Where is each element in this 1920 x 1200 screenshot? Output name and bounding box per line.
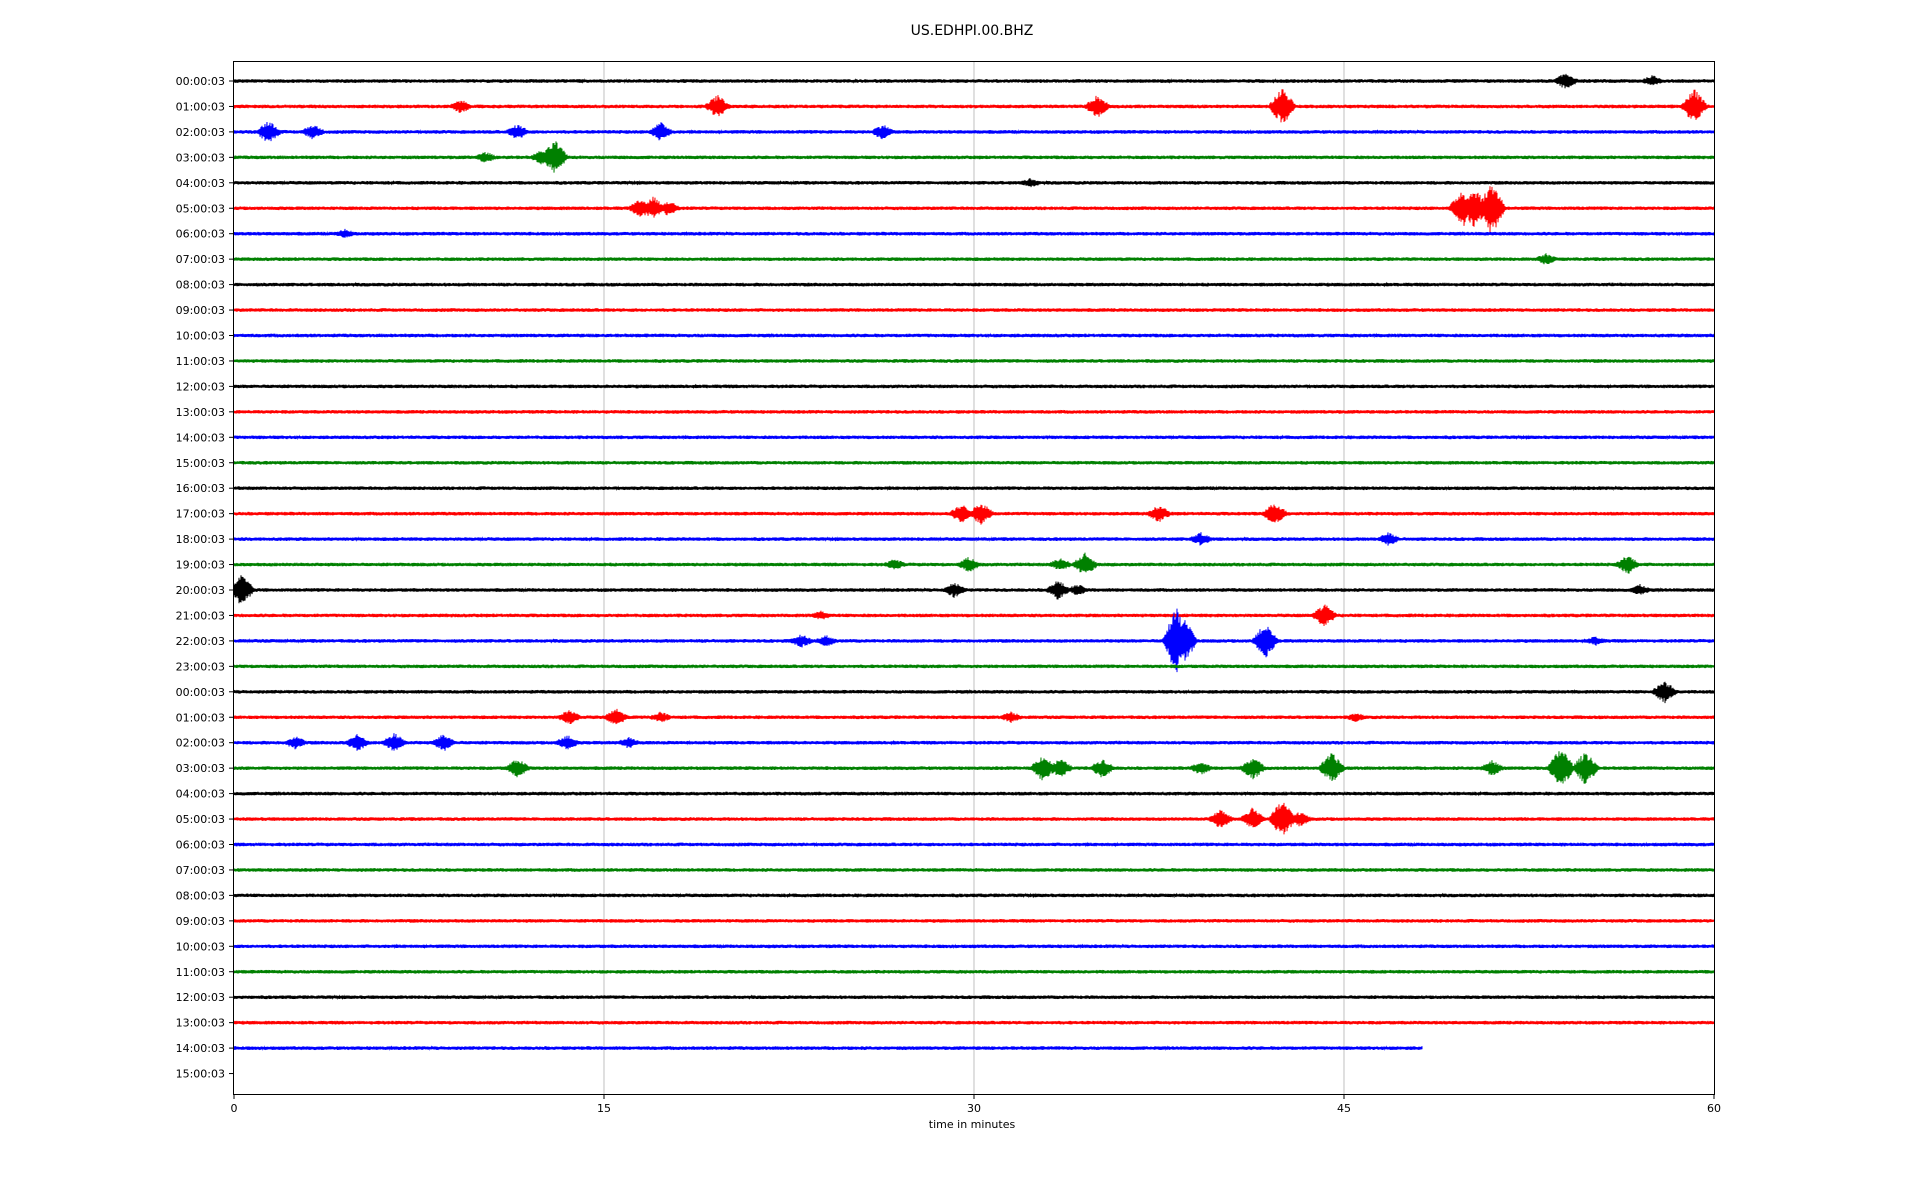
row-time-label: 07:00:03 [176, 253, 225, 266]
trace-line [233, 186, 1715, 233]
trace-line [233, 1045, 1423, 1051]
trace-line [233, 281, 1715, 288]
row-time-label: 04:00:03 [176, 788, 225, 801]
trace-line [233, 359, 1715, 363]
trace-line [233, 383, 1715, 390]
trace-line [233, 575, 1715, 604]
row-time-label: 10:00:03 [176, 330, 225, 343]
row-time-label: 13:00:03 [176, 1017, 225, 1030]
trace-lines [233, 73, 1715, 1051]
row-time-label: 22:00:03 [176, 635, 225, 648]
row-time-label: 02:00:03 [176, 126, 225, 139]
trace-line [233, 121, 1715, 142]
row-time-label: 09:00:03 [176, 915, 225, 928]
row-time-label: 08:00:03 [176, 279, 225, 292]
trace-line [233, 733, 1715, 751]
trace-line [233, 969, 1715, 974]
chart-title: US.EDHPI.00.BHZ [911, 23, 1034, 39]
row-time-label: 00:00:03 [176, 75, 225, 88]
row-time-label: 12:00:03 [176, 380, 225, 393]
row-time-label: 06:00:03 [176, 228, 225, 241]
trace-line [233, 409, 1715, 414]
trace-line [233, 751, 1715, 784]
trace-line [233, 73, 1715, 89]
trace-line [233, 708, 1715, 725]
trace-line [233, 141, 1715, 173]
row-time-label: 11:00:03 [176, 355, 225, 368]
row-time-label: 10:00:03 [176, 940, 225, 953]
trace-line [233, 918, 1715, 923]
row-time-label: 19:00:03 [176, 559, 225, 572]
row-time-label: 20:00:03 [176, 584, 225, 597]
trace-line [233, 841, 1715, 848]
grid-lines [603, 62, 1345, 1094]
x-tick-label-15: 15 [597, 1102, 611, 1115]
row-time-label: 08:00:03 [176, 889, 225, 902]
trace-line [233, 434, 1715, 441]
x-tick-label-30: 30 [967, 1102, 981, 1115]
trace-line [233, 504, 1715, 525]
x-axis-label: time in minutes [929, 1118, 1016, 1131]
trace-line [233, 485, 1715, 492]
row-time-label: 18:00:03 [176, 533, 225, 546]
row-time-label: 00:00:03 [176, 686, 225, 699]
trace-line [233, 994, 1715, 1001]
row-time-label: 03:00:03 [176, 762, 225, 775]
trace-line [233, 460, 1715, 465]
row-time-label: 12:00:03 [176, 991, 225, 1004]
trace-line [233, 308, 1715, 312]
trace-line [233, 552, 1715, 574]
row-time-label: 17:00:03 [176, 508, 225, 521]
x-axis-ticks: 0 15 30 45 60 [231, 1094, 1721, 1115]
trace-line [233, 681, 1715, 704]
x-tick-label-45: 45 [1337, 1102, 1351, 1115]
trace-line [233, 1020, 1715, 1025]
row-time-label: 14:00:03 [176, 431, 225, 444]
trace-line [233, 532, 1715, 546]
trace-line [233, 228, 1715, 238]
row-time-label: 23:00:03 [176, 660, 225, 673]
row-time-label: 15:00:03 [176, 457, 225, 470]
row-time-label: 01:00:03 [176, 100, 225, 113]
trace-line [233, 790, 1715, 797]
row-time-label: 05:00:03 [176, 202, 225, 215]
x-tick-label-60: 60 [1707, 1102, 1721, 1115]
row-time-label: 04:00:03 [176, 177, 225, 190]
trace-line [233, 868, 1715, 872]
row-time-label: 09:00:03 [176, 304, 225, 317]
trace-line [233, 332, 1715, 339]
trace-line [233, 178, 1715, 188]
trace-line [233, 943, 1715, 950]
row-time-label: 16:00:03 [176, 482, 225, 495]
trace-line [233, 253, 1715, 265]
row-time-labels: 00:00:03 01:00:03 02:00:03 03:00:03 04:00:03… [176, 75, 234, 1081]
trace-line [233, 664, 1715, 669]
row-time-label: 05:00:03 [176, 813, 225, 826]
trace-line [233, 604, 1715, 627]
row-time-label: 03:00:03 [176, 151, 225, 164]
row-time-label: 07:00:03 [176, 864, 225, 877]
row-time-label: 11:00:03 [176, 966, 225, 979]
row-time-label: 21:00:03 [176, 609, 225, 622]
trace-line [233, 892, 1715, 899]
row-time-label: 06:00:03 [176, 839, 225, 852]
row-time-label: 15:00:03 [176, 1068, 225, 1081]
row-time-label: 13:00:03 [176, 406, 225, 419]
trace-line [233, 608, 1715, 673]
row-time-label: 14:00:03 [176, 1042, 225, 1055]
row-time-label: 01:00:03 [176, 711, 225, 724]
trace-line [233, 89, 1715, 123]
x-tick-label-0: 0 [231, 1102, 238, 1115]
trace-line [233, 802, 1715, 835]
row-time-label: 02:00:03 [176, 737, 225, 750]
